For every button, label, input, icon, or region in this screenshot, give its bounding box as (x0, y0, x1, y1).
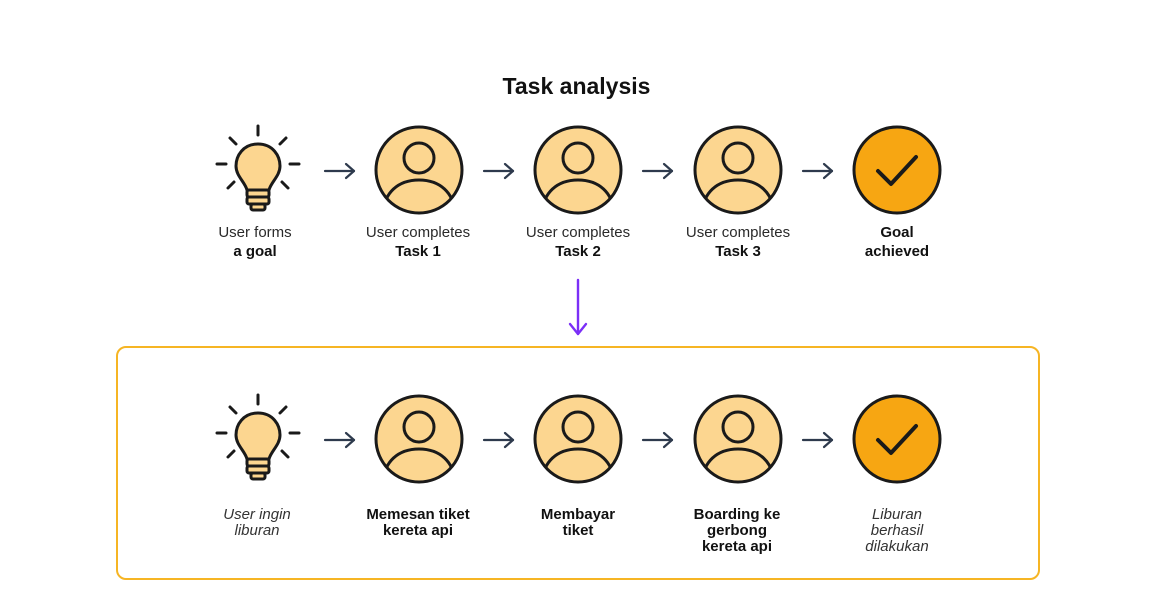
example-step-label-line: kereta api (382, 522, 454, 539)
step-label: User completes Task 3 (663, 223, 813, 261)
step-label: Goal achieved (822, 223, 972, 261)
arrow-right-icon (801, 430, 835, 450)
checkmark-icon (851, 124, 943, 216)
step-label-line: Task 3 (715, 243, 761, 260)
example-step-label: Liburan berhasil dilakukan (827, 507, 967, 555)
example-step-label-line: dilakukan (865, 538, 929, 555)
step-label-line: User completes (525, 224, 631, 241)
step-label-line: User completes (365, 224, 471, 241)
example-step-label-line: kereta api (701, 538, 773, 555)
lightbulb-icon (212, 124, 304, 216)
user-icon (373, 393, 465, 485)
example-step-label: User ingin liburan (187, 507, 327, 539)
example-step-label: Memesan tiket kereta api (348, 507, 488, 539)
step-label-line: achieved (864, 243, 930, 260)
step-label-line: User completes (685, 224, 791, 241)
user-icon (692, 393, 784, 485)
arrow-right-icon (641, 161, 675, 181)
example-step-label-line: User ingin (223, 506, 291, 523)
step-label: User completes Task 1 (343, 223, 493, 261)
arrow-right-icon (323, 430, 357, 450)
example-step-label-line: Memesan tiket (366, 506, 470, 523)
user-icon (373, 124, 465, 216)
arrow-right-icon (641, 430, 675, 450)
example-step-label-line: Boarding ke (693, 506, 781, 523)
step-label-line: Goal (880, 224, 914, 241)
diagram-title: Task analysis (502, 73, 651, 99)
arrow-right-icon (323, 161, 357, 181)
example-step-label-line: gerbong (707, 522, 767, 539)
example-step-label-line: liburan (234, 522, 280, 539)
step-label: User completes Task 2 (503, 223, 653, 261)
arrow-right-icon (482, 161, 516, 181)
lightbulb-icon (212, 393, 304, 485)
arrow-right-icon (482, 430, 516, 450)
example-step-label-line: Membayar (540, 506, 616, 523)
step-label: User forms a goal (180, 223, 330, 261)
arrow-down-icon (566, 278, 590, 338)
example-step-label-line: Liburan (871, 506, 923, 523)
step-label-line: Task 2 (555, 243, 601, 260)
example-step-label-line: berhasil (870, 522, 924, 539)
user-icon (532, 393, 624, 485)
step-label-line: Task 1 (395, 243, 441, 260)
step-label-line: User forms (218, 224, 292, 241)
user-icon (532, 124, 624, 216)
arrow-right-icon (801, 161, 835, 181)
example-step-label-line: tiket (562, 522, 594, 539)
user-icon (692, 124, 784, 216)
example-step-label: Boarding ke gerbong kereta api (667, 507, 807, 555)
example-step-label: Membayar tiket (508, 507, 648, 539)
step-label-line: a goal (233, 243, 277, 260)
example-box (116, 346, 1040, 580)
checkmark-icon (851, 393, 943, 485)
